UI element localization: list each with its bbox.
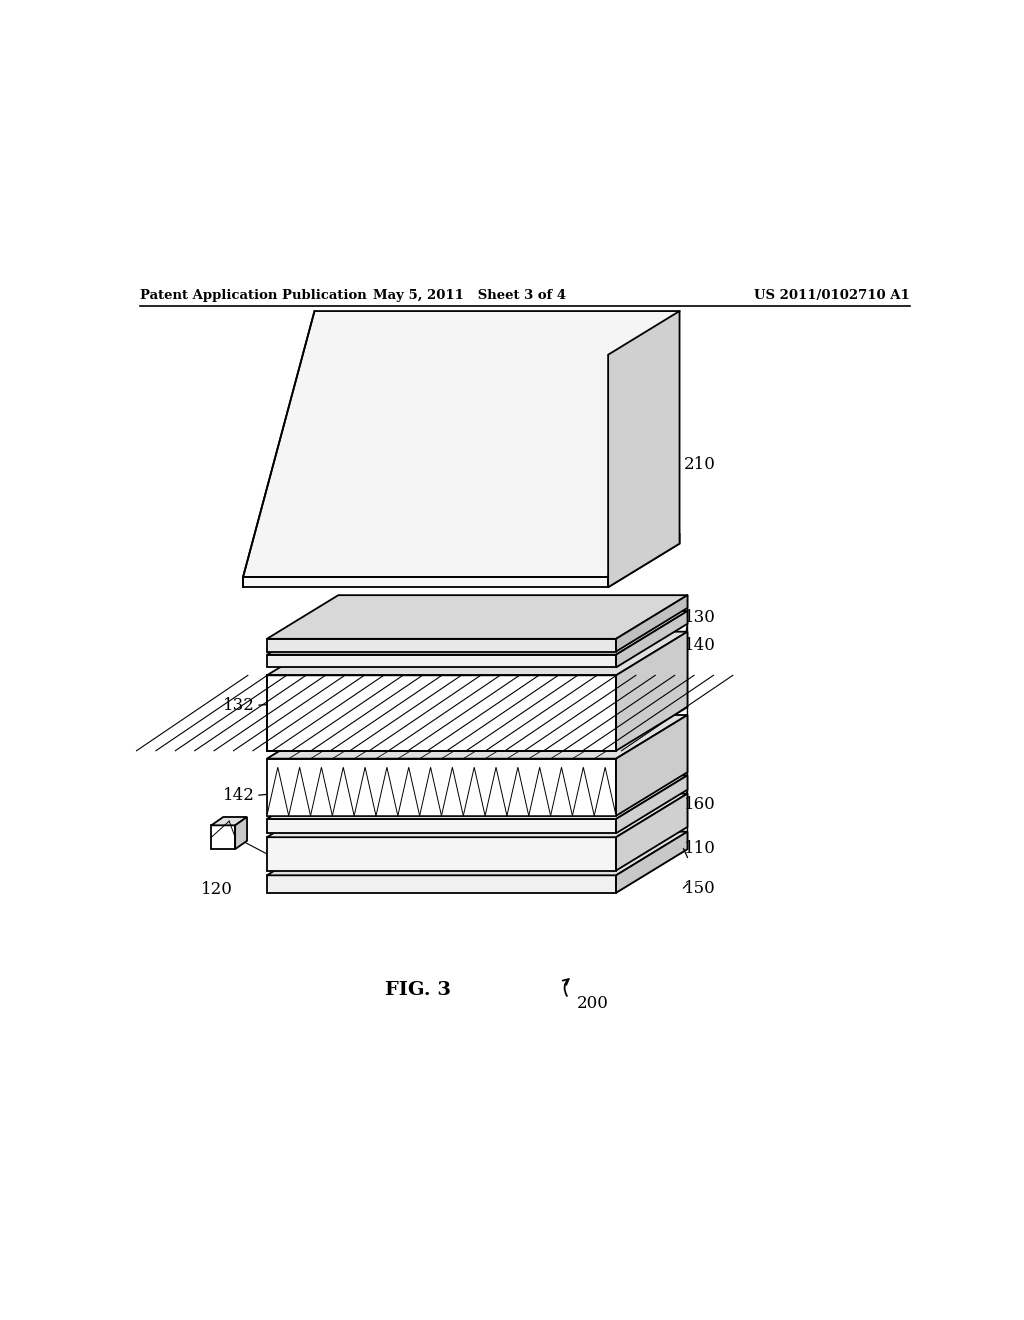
Polygon shape [267,759,616,816]
Polygon shape [572,767,594,816]
Text: FIG. 3: FIG. 3 [385,981,451,999]
Polygon shape [267,611,687,655]
Polygon shape [267,818,616,833]
Polygon shape [616,715,687,816]
Polygon shape [616,775,687,833]
Polygon shape [616,793,687,871]
Polygon shape [243,312,680,577]
Text: 132: 132 [223,697,255,714]
Polygon shape [267,837,616,871]
Polygon shape [267,632,687,676]
Polygon shape [616,595,687,652]
Polygon shape [397,767,420,816]
Polygon shape [211,817,247,825]
Polygon shape [243,533,680,577]
Polygon shape [616,832,687,892]
Polygon shape [267,595,687,639]
Polygon shape [267,832,687,875]
Polygon shape [485,767,507,816]
Polygon shape [236,817,247,849]
Polygon shape [267,676,616,751]
Text: 120: 120 [202,880,233,898]
Polygon shape [267,875,616,892]
Polygon shape [551,767,572,816]
Polygon shape [289,767,310,816]
Text: 110: 110 [684,841,716,857]
Polygon shape [507,767,528,816]
Text: 140: 140 [684,638,716,655]
Polygon shape [267,767,289,816]
Polygon shape [616,632,687,751]
Polygon shape [267,655,616,668]
Polygon shape [354,767,376,816]
Text: Patent Application Publication: Patent Application Publication [140,289,367,302]
Polygon shape [420,767,441,816]
Polygon shape [616,611,687,668]
Polygon shape [267,715,687,759]
Text: 210: 210 [684,455,716,473]
Polygon shape [463,767,485,816]
Polygon shape [376,767,397,816]
Polygon shape [211,825,236,849]
Polygon shape [608,312,680,587]
Polygon shape [333,767,354,816]
Text: 130: 130 [684,609,716,626]
Polygon shape [608,533,680,587]
Text: 150: 150 [684,879,716,896]
Polygon shape [267,793,687,837]
Polygon shape [441,767,463,816]
Text: 142: 142 [223,787,255,804]
Polygon shape [528,767,551,816]
Polygon shape [594,767,616,816]
Polygon shape [243,577,608,587]
Text: May 5, 2011   Sheet 3 of 4: May 5, 2011 Sheet 3 of 4 [373,289,566,302]
Text: 160: 160 [684,796,716,813]
Polygon shape [310,767,333,816]
Polygon shape [267,775,687,818]
Polygon shape [243,533,680,577]
Text: 200: 200 [577,995,608,1012]
Text: US 2011/0102710 A1: US 2011/0102710 A1 [754,289,909,302]
Polygon shape [267,639,616,652]
